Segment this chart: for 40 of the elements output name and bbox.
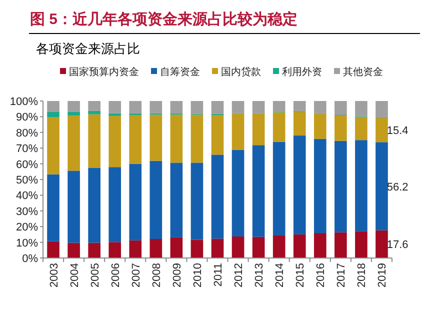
y-tick-label: 20% [16, 222, 38, 234]
legend-label: 其他资金 [343, 66, 383, 78]
x-tick-label: 2011 [212, 263, 224, 287]
y-tick-label: 80% [16, 127, 38, 140]
legend-item: 其他资金 [334, 67, 383, 78]
legend-label: 国内贷款 [221, 66, 261, 78]
x-tick-label: 2003 [48, 263, 60, 288]
x-tick-label: 2016 [315, 263, 328, 288]
legend-item: 自筹资金 [151, 67, 200, 78]
x-tick-label: 2015 [294, 263, 307, 288]
x-tick-label: 2008 [150, 263, 163, 288]
y-tick-label: 50% [16, 174, 38, 186]
legend-label: 利用外资 [282, 66, 322, 78]
x-tick-label: 2010 [192, 263, 204, 288]
x-tick-label: 2012 [233, 263, 246, 288]
x-tick-label: 2009 [171, 263, 184, 288]
y-tick-label: 90% [16, 112, 38, 124]
y-tick-label: 100% [10, 96, 38, 108]
y-tick-label: 60% [16, 158, 38, 171]
x-tick-label: 2018 [356, 263, 368, 288]
y-tick-label: 70% [16, 143, 38, 156]
title: 图 5：近几年各项资金来源占比较为稳定 [30, 11, 298, 28]
y-tick-label: 0% [22, 253, 38, 265]
y-tick-label: 40% [16, 190, 38, 202]
x-tick-label: 2006 [110, 263, 122, 288]
legend-item: 国内贷款 [212, 67, 261, 78]
x-tick-label: 2014 [274, 263, 286, 288]
subtitle: 各项资金来源占比 [36, 41, 140, 56]
legend-label: 自筹资金 [160, 66, 200, 78]
x-tick-label: 2005 [89, 263, 102, 288]
legend-item: 国家预算内资金 [60, 67, 139, 78]
x-tick-label: 2007 [130, 263, 142, 288]
x-tick-label: 2019 [376, 263, 389, 288]
legend-label: 国家预算内资金 [69, 66, 139, 78]
x-tick-label: 2013 [254, 263, 266, 288]
x-tick-label: 2017 [336, 263, 348, 288]
x-tick-label: 2004 [68, 263, 81, 288]
y-tick-label: 10% [16, 237, 38, 250]
legend-item: 利用外资 [273, 67, 322, 78]
y-tick-label: 30% [16, 206, 38, 218]
